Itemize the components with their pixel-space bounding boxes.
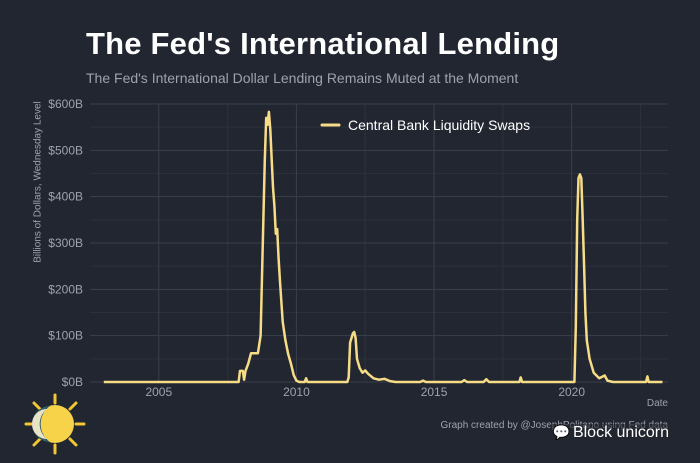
y-tick-label: $600B [48,97,83,111]
chart-title: The Fed's International Lending [86,26,560,61]
x-tick-label: 2005 [145,385,172,399]
wechat-icon: 💬 [552,424,570,440]
y-tick-label: $0B [62,375,83,389]
y-tick-label: $200B [48,282,83,296]
series-line [103,110,663,384]
watermark: 💬 Block unicorn [549,424,672,442]
x-tick-label: 2010 [283,385,310,399]
x-tick-label: 2020 [558,385,585,399]
x-axis-label: Date [646,398,668,409]
chart-subtitle: The Fed's International Dollar Lending R… [86,70,519,86]
watermark-text: Block unicorn [572,424,669,441]
y-tick-label: $500B [48,143,83,157]
y-tick-label: $100B [48,329,83,343]
y-tick-label: $400B [48,190,83,204]
x-tick-label: 2015 [421,385,448,399]
y-tick-label: $300B [48,236,83,250]
sun-moon-logo-icon [24,393,86,455]
legend-label: Central Bank Liquidity Swaps [348,117,530,133]
